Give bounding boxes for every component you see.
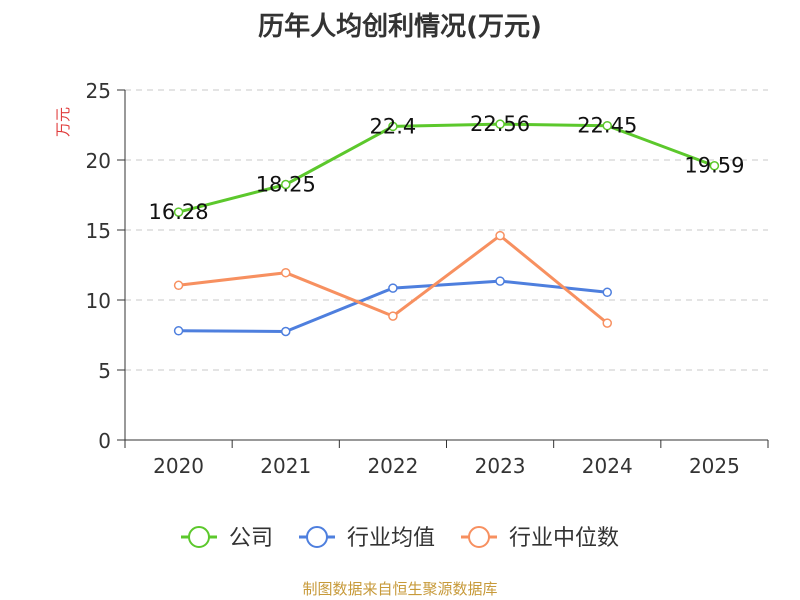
data-point[interactable] [709, 160, 720, 171]
x-tick-label: 2025 [689, 454, 740, 478]
legend-item-0[interactable]: 公司 [181, 526, 273, 551]
legend-label: 行业均值 [347, 526, 435, 551]
data-point[interactable] [388, 283, 398, 293]
data-label: 22.56 [470, 112, 530, 136]
legend-marker [306, 526, 328, 548]
grid-lines [125, 89, 768, 371]
series-lines [173, 119, 720, 337]
data-point[interactable] [388, 121, 398, 132]
data-point[interactable] [602, 120, 612, 131]
legend-marker [188, 526, 210, 548]
data-point[interactable] [602, 318, 612, 328]
source-note: 制图数据来自恒生聚源数据库 [302, 580, 498, 598]
x-tick-label: 2022 [367, 454, 418, 478]
x-tick-label: 2020 [153, 454, 204, 478]
legend-item-1[interactable]: 行业均值 [299, 526, 435, 551]
data-point[interactable] [173, 326, 184, 336]
y-tick-label: 10 [86, 289, 111, 313]
y-tick-label: 20 [86, 149, 111, 173]
y-tick-label: 0 [98, 429, 111, 453]
y-axis-label: 万元 [54, 107, 72, 137]
data-point[interactable] [495, 230, 505, 241]
data-point[interactable] [388, 311, 398, 321]
data-point[interactable] [495, 119, 505, 129]
legend-item-2[interactable]: 行业中位数 [461, 526, 619, 551]
legend-marker [468, 526, 490, 548]
chart-title: 历年人均创利情况(万元) [258, 12, 542, 42]
data-labels: 16.28 18.25 22.4 22.56 22.45 19.59 [149, 112, 745, 224]
data-point[interactable] [281, 267, 291, 278]
data-point[interactable] [495, 276, 505, 286]
legend-label: 行业中位数 [509, 526, 619, 551]
data-label: 16.28 [149, 200, 209, 224]
y-tick-label: 25 [86, 79, 111, 103]
y-tick-label: 15 [86, 219, 111, 243]
x-tick-label: 2023 [475, 454, 526, 478]
data-label: 18.25 [256, 173, 316, 197]
data-point[interactable] [281, 179, 291, 190]
data-point[interactable] [281, 326, 291, 337]
data-label: 22.4 [370, 114, 417, 138]
data-point[interactable] [173, 207, 184, 217]
data-label: 22.45 [577, 114, 637, 138]
x-tick-label: 2024 [582, 454, 633, 478]
series-line-0 [178, 122, 715, 214]
series-line-2 [178, 234, 609, 325]
legend[interactable]: 公司 行业均值 行业中位数 [181, 526, 619, 551]
data-point[interactable] [602, 287, 612, 298]
x-tick-label: 2021 [260, 454, 311, 478]
legend-label: 公司 [229, 526, 273, 551]
data-point[interactable] [173, 280, 184, 291]
data-label: 19.59 [684, 154, 744, 178]
y-tick-label: 5 [98, 359, 111, 383]
